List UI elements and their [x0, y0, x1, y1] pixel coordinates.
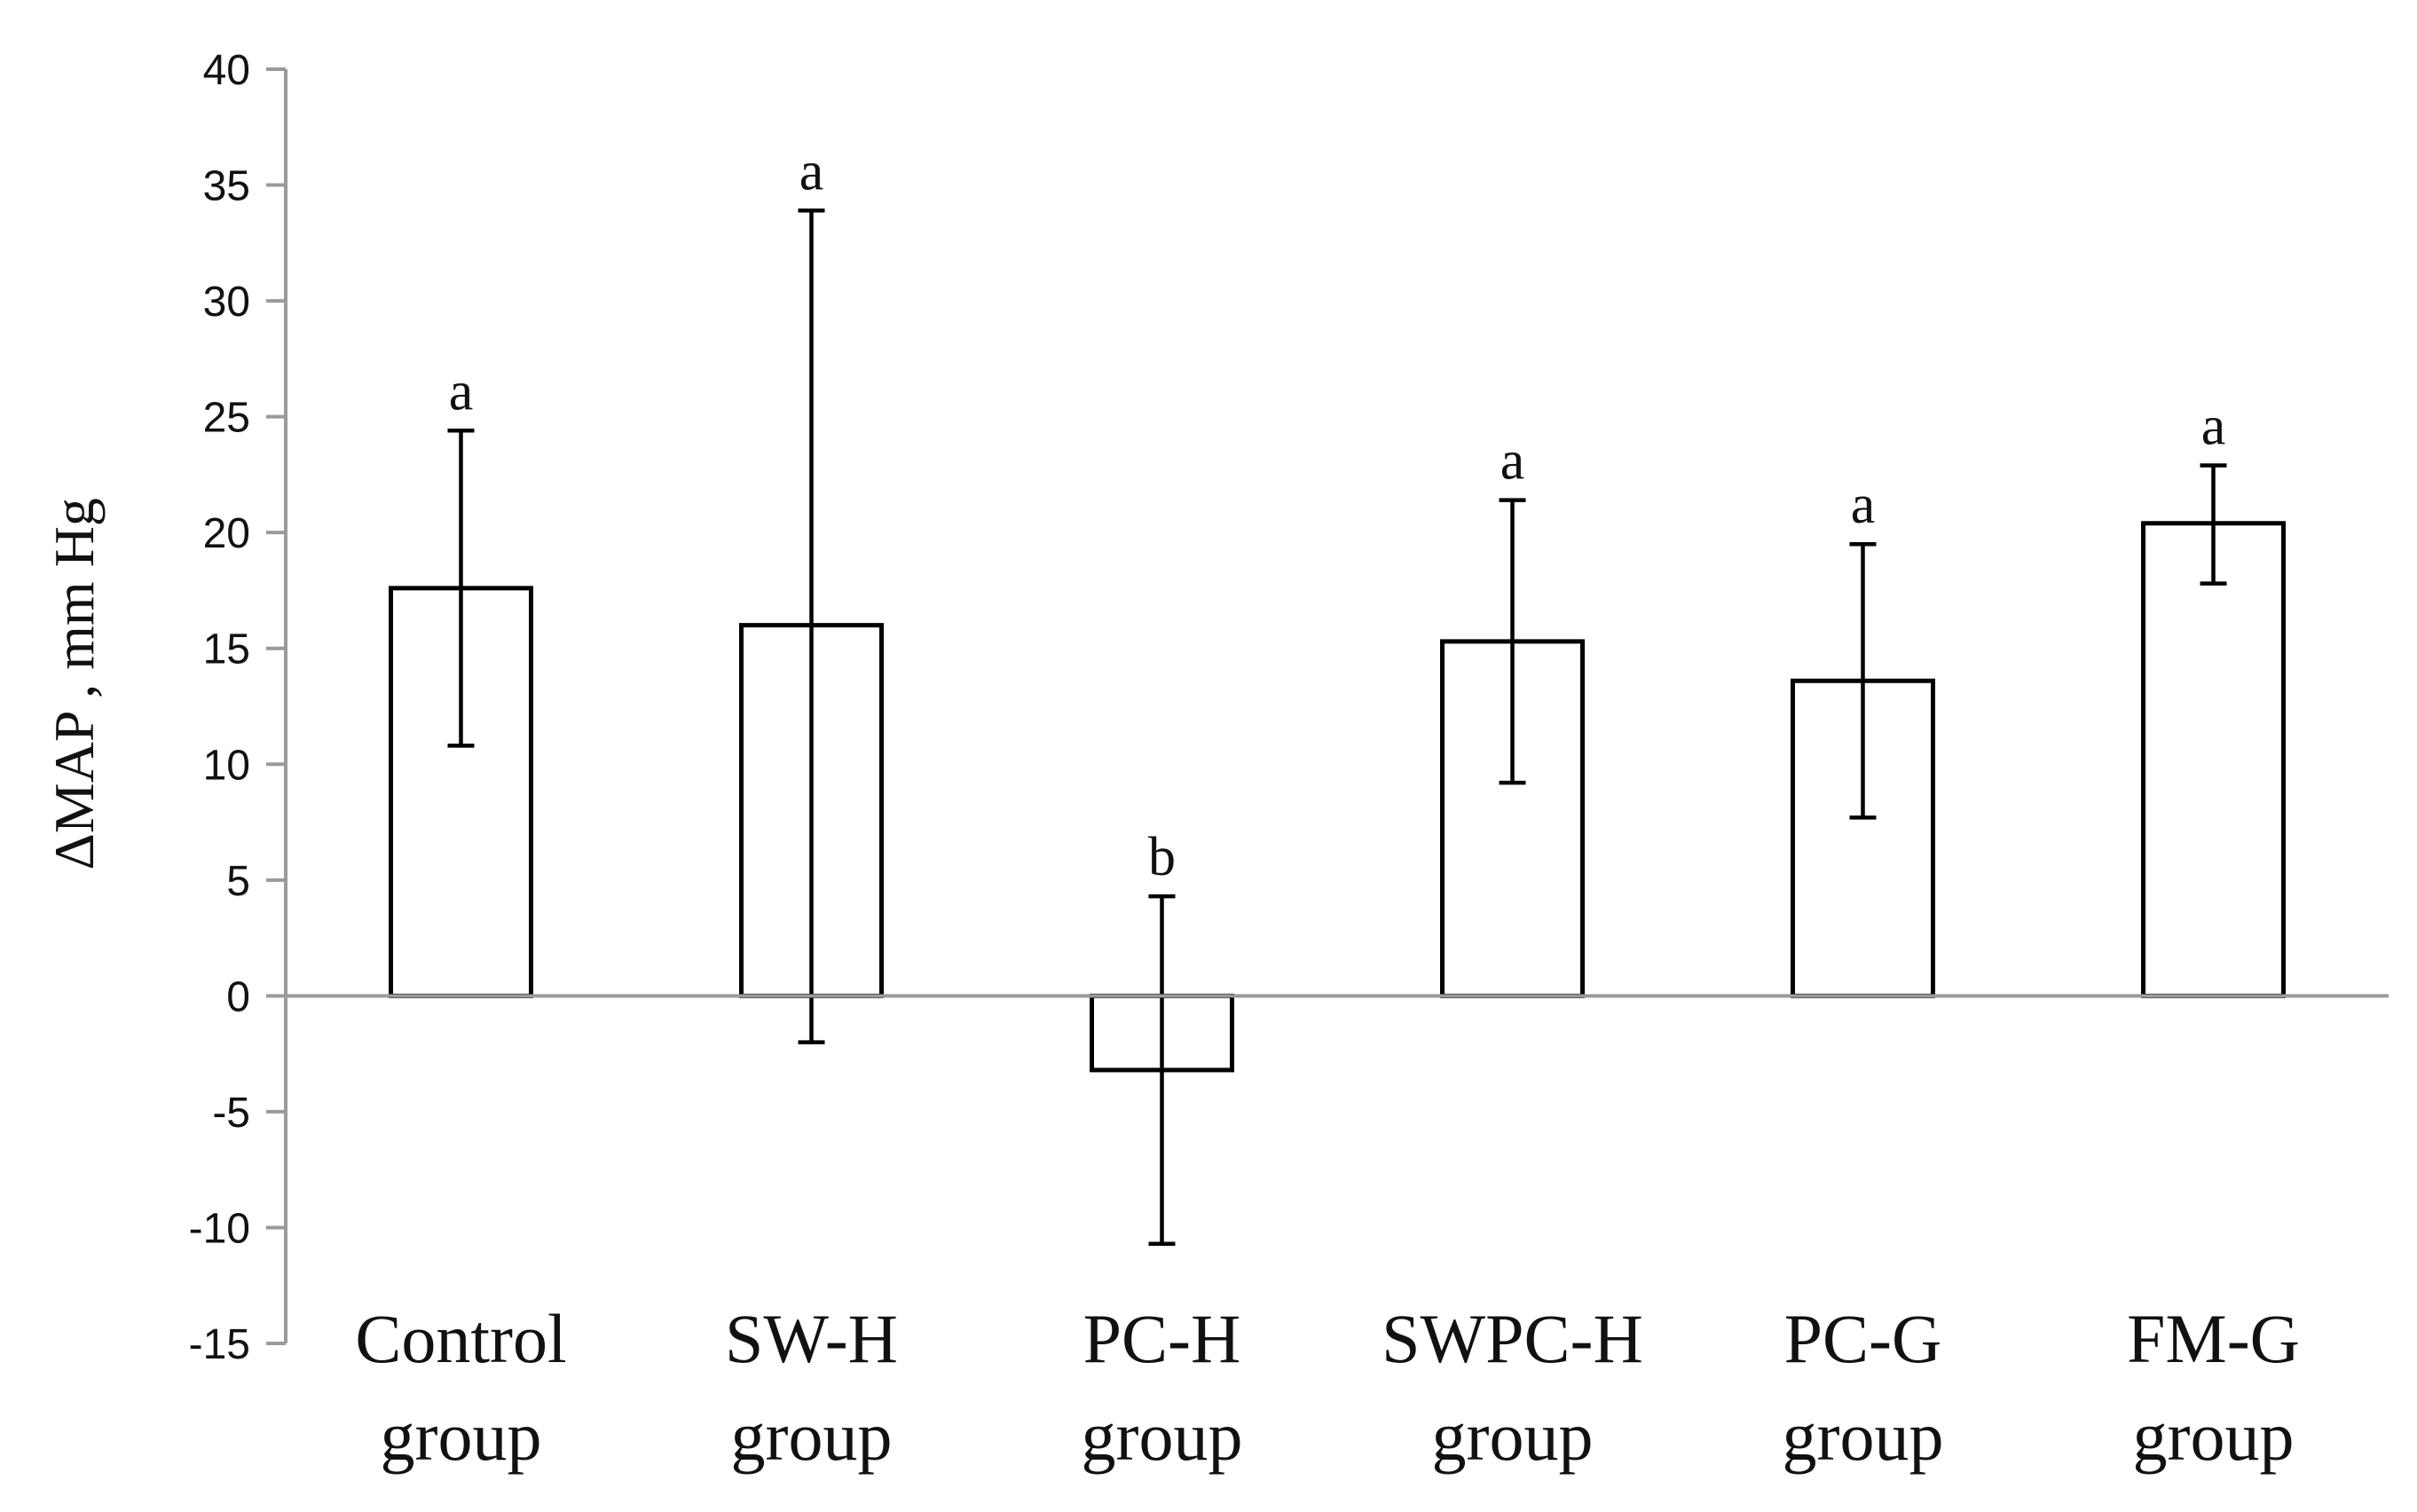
- category-label-line2: group: [1432, 1398, 1594, 1475]
- y-tick-label: -10: [189, 1205, 250, 1252]
- category-label-line1: FM-G: [2127, 1300, 2300, 1377]
- y-axis-ticks: 40 35 30 25 20 15 10 5 0 -5 -10 -15: [189, 47, 286, 1368]
- significance-letter: a: [799, 141, 824, 201]
- category-label-line2: group: [381, 1398, 542, 1475]
- category-labels: Control group SW-H group PC-H group SWPC-H grou…: [355, 1300, 2300, 1475]
- significance-letter: a: [2201, 396, 2226, 456]
- significance-labels: a a b a a a: [449, 141, 2226, 887]
- y-tick-label: -5: [212, 1090, 250, 1137]
- significance-letter: a: [1500, 431, 1525, 492]
- axes-layer: [284, 69, 2389, 1343]
- bars-layer: [389, 521, 2286, 1073]
- category-label-line1: Control: [355, 1300, 566, 1377]
- category-label-line2: group: [2133, 1398, 2295, 1475]
- y-axis-title: ΔMAP , mm Hg: [43, 498, 106, 870]
- y-tick-label: 35: [203, 163, 250, 210]
- significance-letter: a: [1851, 475, 1876, 535]
- category-label-line1: SWPC-H: [1382, 1300, 1643, 1377]
- significance-letter: a: [449, 361, 474, 421]
- category-label-line2: group: [1783, 1398, 1944, 1475]
- bar: [2141, 521, 2286, 998]
- category-label-line2: group: [731, 1398, 893, 1475]
- y-tick-label: 15: [203, 626, 250, 673]
- significance-letter: b: [1148, 827, 1176, 887]
- y-tick-label: 40: [203, 47, 250, 94]
- category-label-line1: PC-G: [1784, 1300, 1942, 1377]
- y-tick-label: 25: [203, 395, 250, 442]
- category-label-line1: SW-H: [725, 1300, 898, 1377]
- y-tick-label: 30: [203, 279, 250, 326]
- category-label-line1: PC-H: [1083, 1300, 1241, 1377]
- error-bars-layer: [447, 209, 2227, 1246]
- y-tick-label: -15: [189, 1321, 250, 1368]
- y-tick-label: 5: [226, 858, 250, 905]
- y-tick-label: 10: [203, 742, 250, 789]
- category-label-line2: group: [1082, 1398, 1243, 1475]
- y-tick-label: 0: [226, 973, 250, 1020]
- y-tick-label: 20: [203, 510, 250, 557]
